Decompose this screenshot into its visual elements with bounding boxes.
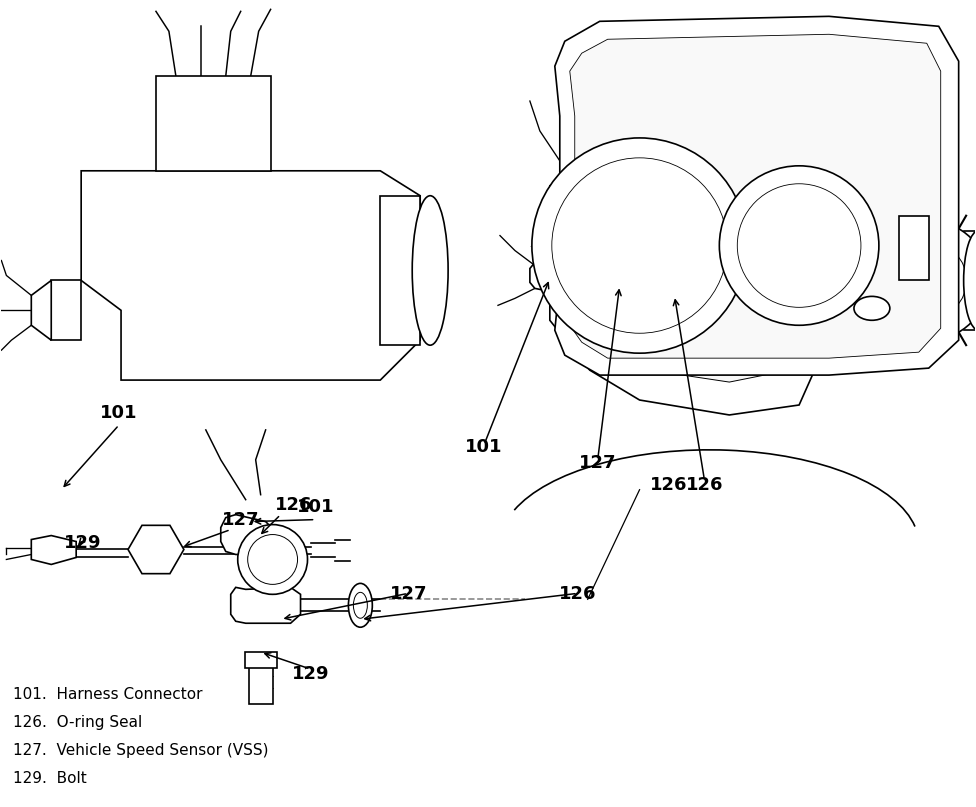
- Polygon shape: [128, 525, 183, 574]
- Ellipse shape: [353, 592, 367, 618]
- Polygon shape: [819, 201, 869, 360]
- Polygon shape: [31, 280, 52, 341]
- Circle shape: [719, 165, 878, 325]
- Polygon shape: [81, 171, 421, 380]
- Text: 127.  Vehicle Speed Sensor (VSS): 127. Vehicle Speed Sensor (VSS): [14, 742, 268, 758]
- Ellipse shape: [963, 231, 976, 330]
- Ellipse shape: [662, 257, 687, 297]
- Polygon shape: [245, 652, 276, 668]
- Text: 129: 129: [64, 533, 102, 551]
- Polygon shape: [899, 215, 929, 280]
- Circle shape: [891, 243, 966, 318]
- Polygon shape: [554, 16, 958, 375]
- Ellipse shape: [689, 261, 710, 295]
- Text: 129: 129: [292, 665, 329, 683]
- Circle shape: [238, 525, 307, 594]
- Text: 126: 126: [275, 495, 312, 513]
- Ellipse shape: [245, 529, 272, 572]
- Text: 127: 127: [222, 511, 260, 529]
- Circle shape: [737, 184, 861, 307]
- Text: 127: 127: [389, 585, 427, 604]
- Text: 129.  Bolt: 129. Bolt: [14, 771, 87, 786]
- Circle shape: [248, 534, 298, 584]
- Polygon shape: [52, 280, 81, 341]
- Polygon shape: [570, 169, 804, 382]
- Polygon shape: [530, 262, 582, 291]
- Text: 101: 101: [297, 498, 334, 516]
- Polygon shape: [221, 515, 275, 554]
- Ellipse shape: [251, 537, 266, 563]
- Polygon shape: [230, 587, 301, 623]
- Polygon shape: [549, 151, 819, 415]
- Polygon shape: [618, 267, 641, 288]
- Text: 127: 127: [579, 454, 617, 472]
- Circle shape: [551, 158, 727, 333]
- Text: 101.  Harness Connector: 101. Harness Connector: [14, 687, 203, 702]
- Circle shape: [914, 266, 944, 295]
- Text: 101: 101: [466, 438, 503, 456]
- Ellipse shape: [668, 266, 681, 288]
- Ellipse shape: [348, 583, 372, 627]
- Polygon shape: [31, 536, 76, 564]
- Circle shape: [532, 138, 748, 353]
- Text: 126: 126: [559, 585, 596, 604]
- Text: 126: 126: [650, 475, 687, 494]
- Polygon shape: [381, 196, 421, 345]
- Ellipse shape: [412, 196, 448, 345]
- Circle shape: [869, 220, 976, 341]
- Polygon shape: [570, 34, 941, 358]
- Ellipse shape: [854, 296, 890, 320]
- Text: 126.  O-ring Seal: 126. O-ring Seal: [14, 715, 142, 730]
- Polygon shape: [249, 664, 272, 704]
- Text: 126: 126: [685, 475, 723, 494]
- Text: 101: 101: [101, 404, 138, 422]
- Polygon shape: [156, 76, 270, 171]
